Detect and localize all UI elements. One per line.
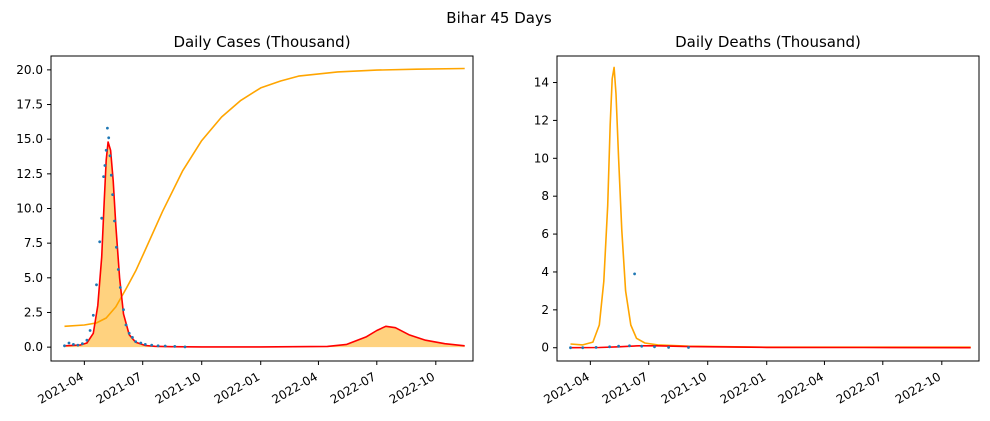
cases-observed-point — [76, 343, 80, 347]
deaths-observed-point — [640, 344, 644, 348]
cases-observed-point — [67, 341, 71, 345]
deaths-observed-point — [653, 345, 656, 349]
cases-observed-point — [183, 345, 187, 349]
deaths-ytick-label: 8 — [541, 189, 549, 203]
cases-observed-point — [63, 344, 66, 348]
cases-ytick-label: 0.0 — [24, 340, 43, 354]
cases-xtick-label: 2021-04 — [35, 369, 85, 406]
deaths-observed-point — [608, 345, 611, 349]
deaths-observed-point — [594, 346, 598, 349]
cases-observed-point — [91, 313, 95, 317]
deaths-ytick-label: 2 — [541, 303, 549, 317]
cases-observed-point — [124, 323, 128, 327]
figure-suptitle: Bihar 45 Days — [446, 9, 552, 27]
cases-observed-point — [122, 308, 125, 312]
deaths-fitted-deaths-line — [570, 345, 971, 349]
cases-observed-point — [107, 136, 111, 140]
deaths-xtick-label: 2022-04 — [776, 369, 826, 406]
cases-xtick-label: 2021-07 — [94, 369, 144, 406]
deaths-peak-curve-line — [570, 66, 971, 348]
deaths-xtick-label: 2021-07 — [600, 369, 650, 406]
deaths-observed-point — [667, 346, 670, 349]
deaths-observed-point — [581, 346, 585, 350]
cases-observed-point — [134, 340, 138, 343]
cases-observed-point — [156, 344, 160, 348]
daily-deaths-title: Daily Deaths (Thousand) — [675, 33, 861, 51]
cases-ytick-label: 10.0 — [16, 202, 43, 216]
deaths-xtick-label: 2022-01 — [718, 369, 768, 406]
cases-cumulative-curve-line — [64, 67, 465, 328]
deaths-ytick-label: 6 — [541, 227, 549, 241]
cases-observed-point — [102, 175, 105, 179]
daily-cases-title: Daily Cases (Thousand) — [173, 33, 350, 51]
deaths-ytick-label: 4 — [541, 265, 549, 279]
cases-observed-point — [88, 329, 92, 332]
cases-ytick-label: 12.5 — [16, 167, 43, 181]
cases-observed-point — [150, 343, 154, 347]
deaths-ytick-label: 0 — [541, 341, 549, 355]
cases-xtick-label: 2022-04 — [270, 369, 320, 406]
cases-observed-point — [106, 126, 109, 130]
cases-ytick-label: 20.0 — [16, 63, 43, 77]
daily-deaths-plot-frame — [556, 55, 980, 362]
deaths-observed-point — [633, 272, 636, 276]
cases-observed-point — [116, 268, 120, 271]
deaths-observed-point — [617, 344, 620, 348]
cases-observed-point — [118, 286, 122, 289]
deaths-xtick-label: 2022-07 — [834, 369, 884, 406]
cases-ytick-label: 17.5 — [16, 98, 43, 112]
cases-observed-point — [115, 245, 118, 249]
cases-observed-point — [163, 344, 167, 348]
deaths-ytick-label: 10 — [534, 151, 549, 165]
cases-observed-point — [173, 345, 177, 348]
cases-observed-point — [111, 193, 114, 197]
deaths-observed-point — [628, 344, 631, 348]
cases-xtick-label: 2022-10 — [387, 369, 437, 406]
cases-ytick-label: 7.5 — [24, 236, 43, 250]
cases-observed-point — [127, 331, 131, 335]
cases-ytick-label: 5.0 — [24, 271, 43, 285]
daily-cases-chart: Daily Cases (Thousand) 2021-04 2021-07 202… — [16, 33, 474, 407]
cases-observed-point — [72, 343, 75, 346]
cases-observed-point — [95, 283, 98, 287]
cases-observed-point — [81, 342, 84, 346]
cases-observed-point — [104, 148, 108, 152]
cases-ytick-label: 2.5 — [24, 305, 43, 319]
cases-xtick-label: 2022-07 — [328, 369, 378, 406]
cases-observed-point — [108, 154, 112, 158]
cases-xtick-label: 2022-01 — [212, 369, 262, 406]
cases-observed-point — [131, 336, 134, 339]
cases-observed-point — [100, 216, 104, 220]
cases-xtick-label: 2021-10 — [153, 369, 203, 406]
deaths-ytick-label: 12 — [534, 113, 549, 127]
deaths-observed-point — [569, 346, 572, 350]
cases-observed-point — [109, 173, 113, 177]
cases-observed-point — [98, 240, 102, 244]
deaths-ytick-label: 14 — [534, 76, 549, 90]
cases-observed-point — [143, 343, 147, 346]
cases-fitted-area — [64, 142, 465, 348]
deaths-xtick-label: 2022-10 — [893, 369, 943, 406]
daily-deaths-chart: Daily Deaths (Thousand) 2021-04 2021-07 20… — [534, 33, 980, 407]
cases-observed-point — [85, 338, 89, 342]
deaths-xtick-label: 2021-10 — [659, 369, 709, 406]
cases-ytick-label: 15.0 — [16, 132, 43, 146]
cases-observed-point — [113, 219, 116, 223]
deaths-xtick-label: 2021-04 — [541, 369, 591, 406]
cases-observed-point — [103, 164, 107, 167]
cases-fitted-daily-line — [64, 141, 465, 348]
cases-observed-point — [139, 341, 143, 345]
deaths-observed-point — [687, 346, 690, 349]
